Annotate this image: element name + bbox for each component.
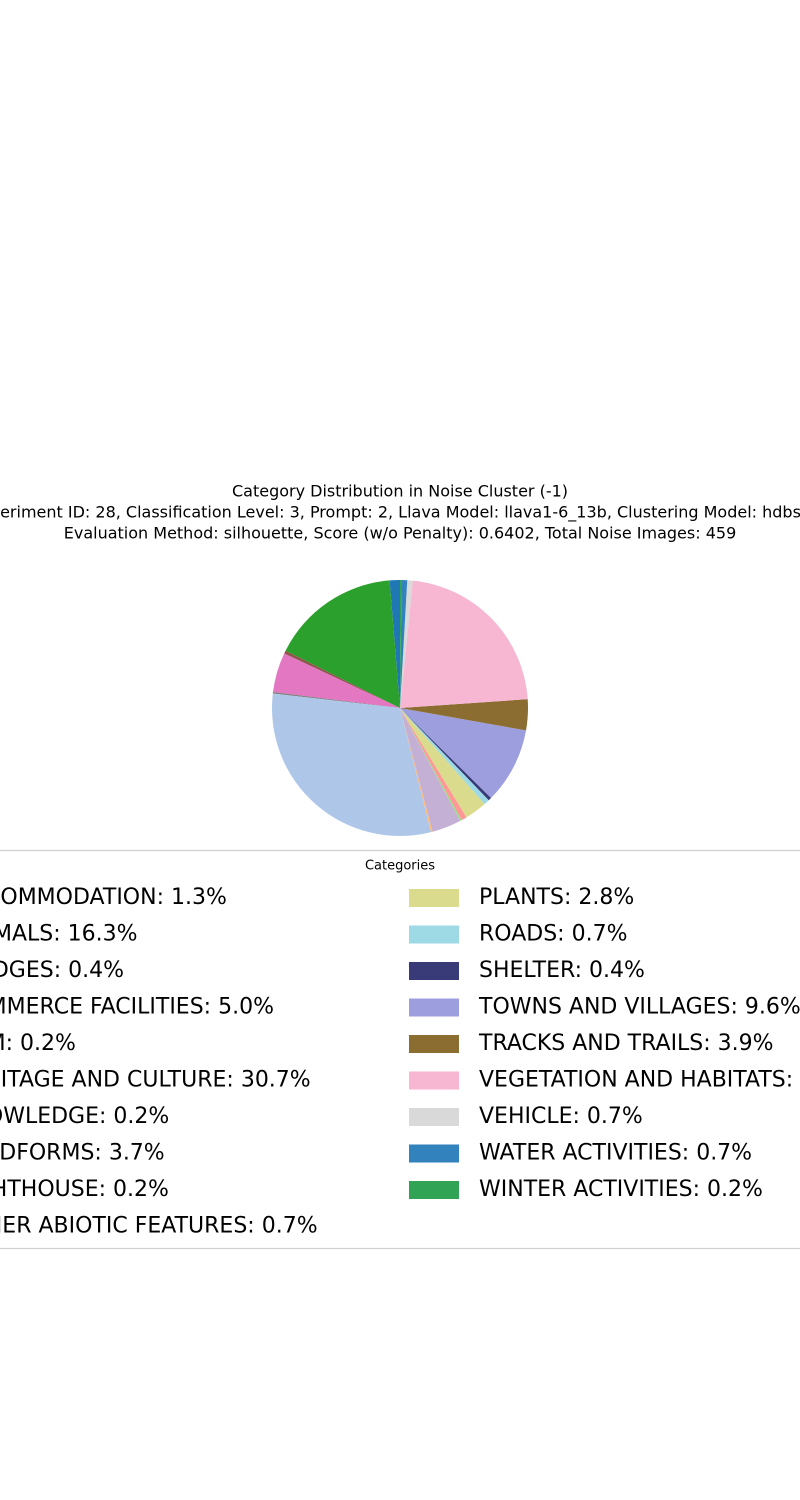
legend-label: ANIMALS: 16.3%	[0, 922, 138, 947]
chart-title: Category Distribution in Noise Cluster (…	[232, 482, 568, 501]
legend-swatch	[409, 1071, 459, 1090]
chart-subtitle: Evaluation Method: silhouette, Score (w/…	[64, 524, 737, 543]
legend-swatch	[409, 962, 459, 980]
pie-slice	[389, 580, 400, 708]
pie-slice	[400, 708, 433, 833]
legend-title: Categories	[365, 859, 435, 874]
pie-slice	[400, 708, 461, 832]
legend-swatch	[409, 1144, 459, 1163]
pie-slice	[284, 650, 400, 708]
pie-slice	[400, 708, 485, 818]
pie-slice	[272, 691, 400, 708]
legend-label: ACCOMMODATION: 1.3%	[0, 885, 227, 910]
legend-label: COMMERCE FACILITIES: 5.0%	[0, 995, 274, 1020]
legend-swatch	[409, 889, 459, 907]
legend-swatch	[409, 1181, 459, 1199]
legend-label: LANDFORMS: 3.7%	[0, 1141, 165, 1166]
pie-slice	[400, 580, 413, 708]
pie-slice	[273, 653, 400, 708]
pie-slice	[400, 580, 402, 708]
legend-label: HERITAGE AND CULTURE: 30.7%	[0, 1068, 311, 1093]
legend-swatch	[409, 998, 459, 1017]
legend-label: WINTER ACTIVITIES: 0.2%	[479, 1177, 763, 1202]
legend-label: DAM: 0.2%	[0, 1031, 76, 1056]
pie-slice	[400, 708, 492, 801]
legend-label: SHELTER: 0.4%	[479, 958, 645, 983]
pie-slice	[285, 580, 400, 708]
legend-label: OTHER ABIOTIC FEATURES: 0.7%	[0, 1214, 318, 1239]
legend-label: KNOWLEDGE: 0.2%	[0, 1104, 169, 1129]
pie-slice	[400, 708, 467, 821]
pie-slice	[400, 699, 528, 731]
pie-slice	[400, 580, 408, 708]
pie-slice	[400, 708, 489, 805]
legend-label: BRIDGES: 0.4%	[0, 958, 124, 983]
legend-label: TOWNS AND VILLAGES: 9.6%	[478, 995, 800, 1020]
legend-label: VEHICLE: 0.7%	[479, 1104, 643, 1129]
legend-label: TRACKS AND TRAILS: 3.9%	[478, 1031, 774, 1056]
legend-label: WATER ACTIVITIES: 0.7%	[479, 1141, 752, 1166]
pie-slice	[400, 708, 527, 798]
legend-label: LIGHTHOUSE: 0.2%	[0, 1177, 169, 1202]
chart-subtitle: Experiment ID: 28, Classification Level:…	[0, 503, 800, 523]
pie-slice	[400, 580, 528, 708]
legend-label: PLANTS: 2.8%	[479, 885, 634, 910]
legend-swatch	[409, 1035, 459, 1053]
legend-label: ROADS: 0.7%	[479, 922, 627, 947]
legend-swatch	[409, 1108, 459, 1126]
legend-label: VEGETATION AND HABITATS: 22.3%	[479, 1068, 800, 1093]
legend-swatch	[409, 925, 459, 944]
pie-slice	[400, 708, 462, 821]
pie-slice	[272, 693, 432, 836]
